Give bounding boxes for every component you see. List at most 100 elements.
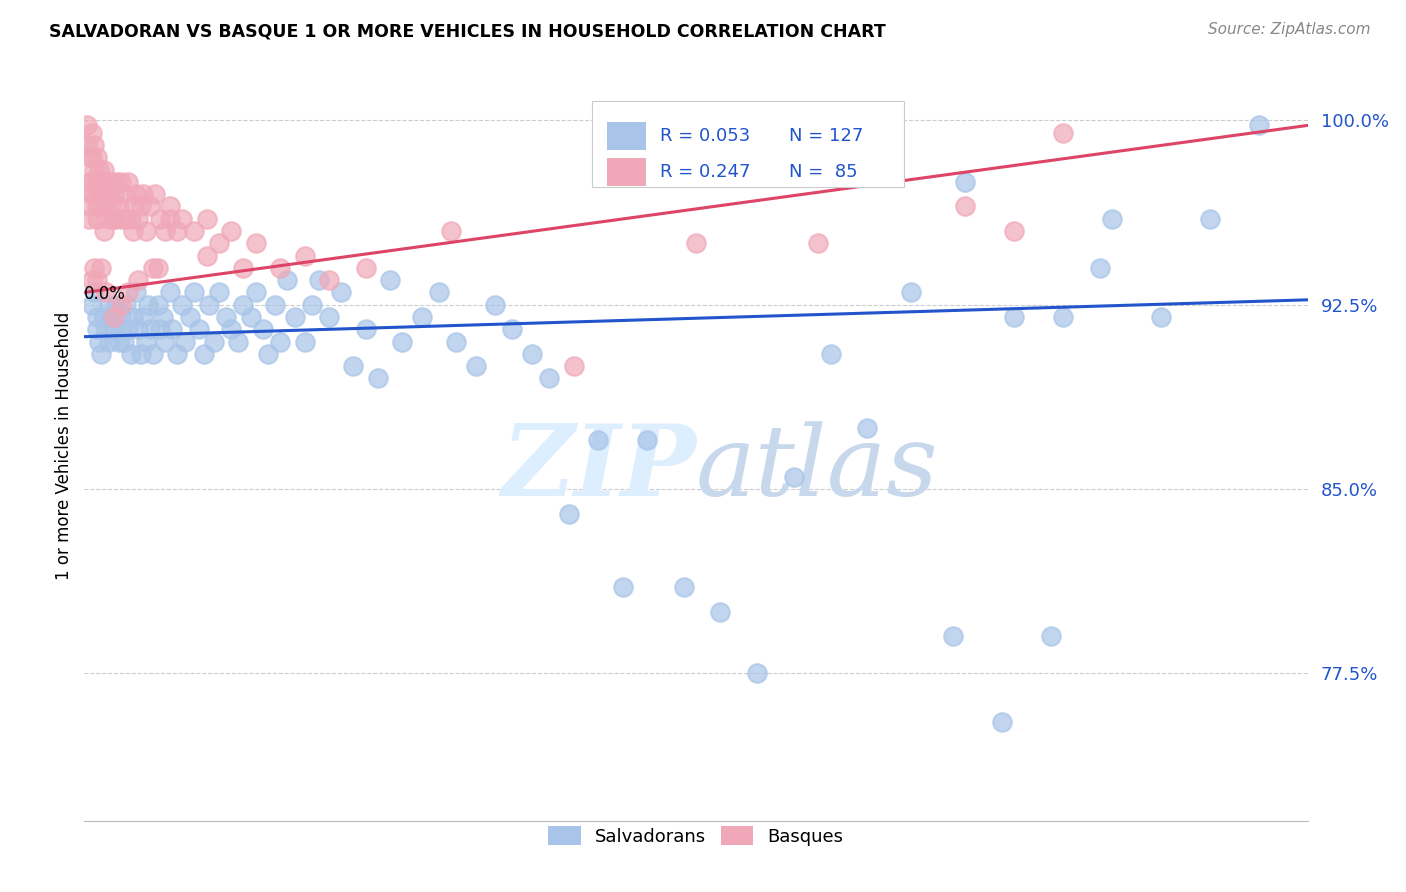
Point [142,347,165,361]
Point [77,175,100,189]
Point [83,138,105,153]
Point [162,322,184,336]
Point [125,285,148,300]
Point [1150,310,1173,324]
Point [110,175,132,189]
Text: atlas: atlas [696,421,939,516]
Point [90,347,112,361]
Point [103,187,125,202]
Text: R = 0.053: R = 0.053 [661,127,751,145]
Point [159,199,181,213]
Point [1198,211,1220,226]
Point [83,260,105,275]
Point [90,199,112,213]
Point [294,334,316,349]
Point [269,334,291,349]
Point [367,371,389,385]
Point [97,298,120,312]
Point [90,260,112,275]
Point [96,285,118,300]
Point [127,273,149,287]
Point [103,322,125,336]
Point [294,249,316,263]
Point [127,322,149,336]
Point [139,322,162,336]
Point [103,211,125,226]
Point [122,310,145,324]
Point [747,666,769,681]
Point [166,224,188,238]
Point [129,199,152,213]
Point [135,334,157,349]
Point [132,310,155,324]
Point [195,211,218,226]
Point [330,285,353,300]
Point [991,715,1014,730]
Point [80,273,103,287]
Point [86,199,108,213]
Point [709,605,731,619]
Point [117,322,139,336]
Bar [606,121,645,150]
Point [1052,310,1074,324]
Point [464,359,486,373]
Point [90,175,112,189]
Point [276,273,298,287]
Point [120,211,142,226]
Point [110,322,132,336]
Point [342,359,364,373]
Point [380,273,402,287]
Point [198,298,221,312]
Point [83,285,105,300]
Point [538,371,561,385]
Point [117,175,139,189]
Point [142,260,165,275]
Point [80,187,103,202]
Point [120,347,142,361]
Point [444,334,467,349]
Point [953,199,976,213]
Point [105,175,128,189]
Point [228,334,250,349]
Point [301,298,323,312]
Point [232,298,254,312]
Point [143,187,166,202]
Point [127,211,149,226]
Point [562,359,585,373]
Point [672,580,695,594]
Point [86,175,108,189]
Point [112,187,135,202]
Point [239,310,262,324]
Point [93,224,115,238]
Point [152,310,174,324]
Point [172,211,194,226]
Point [183,285,205,300]
Point [93,310,115,324]
Point [153,334,176,349]
Point [284,310,307,324]
Point [107,334,129,349]
Point [87,187,110,202]
Point [807,236,830,251]
Point [115,298,138,312]
Point [86,322,108,336]
FancyBboxPatch shape [592,102,904,187]
Point [558,507,581,521]
Point [391,334,413,349]
Point [110,211,132,226]
Point [856,420,879,434]
Point [183,224,205,238]
Point [232,260,254,275]
Point [97,211,120,226]
Bar [606,158,645,186]
Point [153,224,176,238]
Point [103,211,125,226]
Point [115,211,138,226]
Point [1002,310,1025,324]
Point [76,138,98,153]
Text: ZIP: ZIP [501,420,696,516]
Point [110,310,132,324]
Point [202,334,225,349]
Point [136,298,159,312]
Point [112,334,135,349]
